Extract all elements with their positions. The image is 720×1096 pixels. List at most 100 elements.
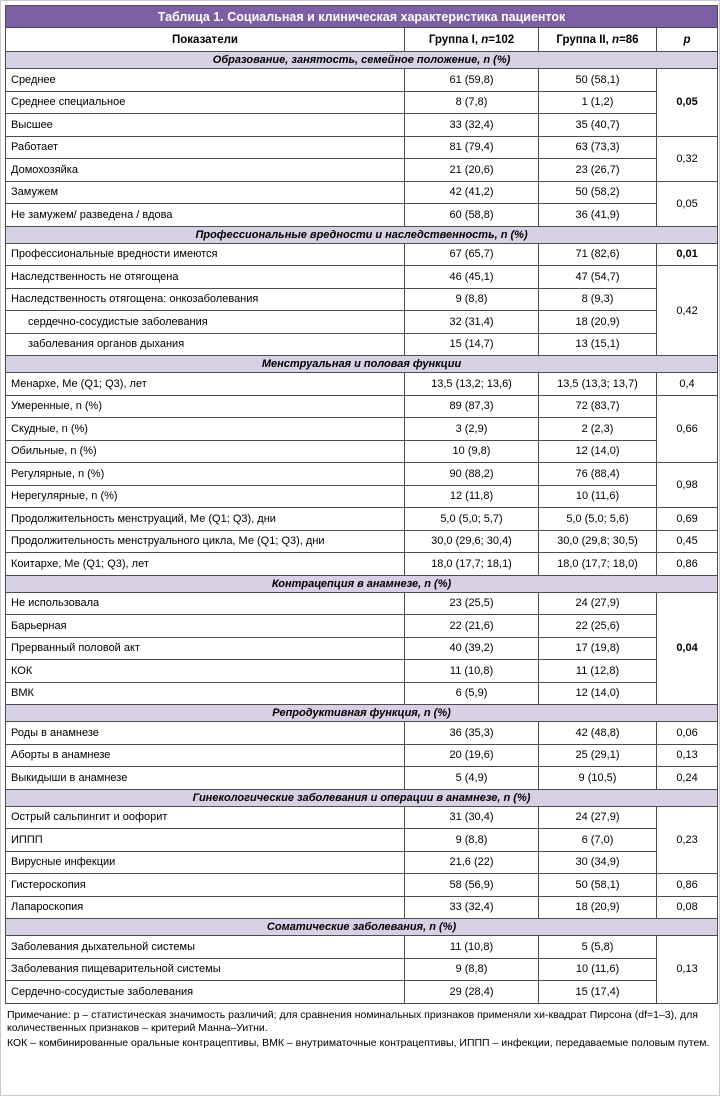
- group1-prefix: Группа I,: [428, 33, 482, 46]
- row-label: Вирусные инфекции: [5, 850, 405, 874]
- p-value: 0,45: [655, 529, 719, 553]
- group2-value: 10 (11,6): [538, 957, 657, 981]
- row-label: Обильные, n (%): [5, 439, 405, 463]
- table-row: Нерегулярные, n (%) 12 (11,8) 10 (11,6): [5, 484, 718, 508]
- group2-value: 9 (10,5): [538, 766, 657, 790]
- group1-value: 22 (21,6): [404, 614, 539, 638]
- group1-value: 60 (58,8): [404, 203, 539, 227]
- p-value: 0,98: [655, 462, 719, 508]
- row-label: ИППП: [5, 828, 405, 852]
- group1-value: 29 (28,4): [404, 980, 539, 1004]
- row-label: Продолжительность менструального цикла, …: [5, 529, 405, 553]
- table-title: Таблица 1. Социальная и клиническая хара…: [4, 5, 719, 28]
- row-label: Наследственность не отягощена: [5, 265, 405, 289]
- p-value: 0,69: [655, 507, 719, 531]
- patient-characteristics-table: Таблица 1. Социальная и клиническая хара…: [4, 5, 719, 1004]
- group1-value: 9 (8,8): [404, 828, 539, 852]
- table-row: Барьерная 22 (21,6) 22 (25,6): [5, 614, 718, 638]
- row-label: Среднее специальное: [5, 90, 405, 114]
- section-header: Репродуктивная функция, n (%): [4, 704, 719, 722]
- table-row: Лапароскопия 33 (32,4) 18 (20,9) 0,08: [5, 895, 719, 919]
- table-row: Обильные, n (%) 10 (9,8) 12 (14,0): [5, 439, 718, 463]
- p-value: 0,86: [655, 552, 719, 576]
- row-label: Среднее: [5, 68, 405, 92]
- group2-value: 12 (14,0): [538, 681, 657, 705]
- section-header: Менструальная и половая функции: [4, 355, 719, 373]
- group2-value: 5,0 (5,0; 5,6): [538, 507, 657, 531]
- group1-value: 9 (8,8): [404, 957, 539, 981]
- table-row: ВМК 6 (5,9) 12 (14,0): [5, 681, 718, 705]
- group2-value: 50 (58,1): [538, 873, 657, 897]
- table-row: Вирусные инфекции 21,6 (22) 30 (34,9): [5, 850, 718, 874]
- table-row: Аборты в анамнезе 20 (19,6) 25 (29,1) 0,13: [5, 743, 719, 767]
- section-header-row: Менструальная и половая функции: [4, 355, 719, 373]
- p-value: 0,01: [655, 242, 719, 266]
- table-row: Скудные, n (%) 3 (2,9) 2 (2,3): [5, 417, 718, 441]
- group1-value: 67 (65,7): [404, 242, 539, 266]
- row-label: заболевания органов дыхания: [5, 332, 405, 356]
- row-label: Менархе, Ме (Q1; Q3), лет: [5, 372, 405, 396]
- table-row: Роды в анамнезе 36 (35,3) 42 (48,8) 0,06: [5, 721, 719, 745]
- group1-value: 30,0 (29,6; 30,4): [404, 529, 539, 553]
- section-header-row: Гинекологические заболевания и операции …: [4, 788, 719, 807]
- group1-value: 8 (7,8): [404, 90, 539, 114]
- group2-value: 10 (11,6): [538, 484, 657, 508]
- p-value: 0,04: [655, 591, 719, 705]
- group1-value: 33 (32,4): [404, 895, 539, 919]
- group2-value: 25 (29,1): [538, 743, 657, 767]
- group2-prefix: Группа II,: [556, 33, 613, 46]
- group2-value: 8 (9,3): [538, 287, 657, 311]
- section-header-row: Репродуктивная функция, n (%): [4, 704, 719, 722]
- p-value: 0,23: [655, 805, 719, 874]
- row-label: Высшее: [5, 113, 405, 137]
- row-label: Сердечно-сосудистые заболевания: [5, 980, 405, 1004]
- table-row: Наследственность отягощена: онкозаболева…: [5, 287, 718, 311]
- group2-value: 17 (19,8): [538, 636, 657, 660]
- row-label: Коитархе, Ме (Q1; Q3), лет: [5, 552, 405, 576]
- section-header: Образование, занятость, семейное положен…: [4, 51, 719, 69]
- group2-value: 30 (34,9): [538, 850, 657, 874]
- group2-value: 30,0 (29,8; 30,5): [538, 529, 657, 553]
- table-row: Гистероскопия 58 (56,9) 50 (58,1) 0,86: [5, 873, 719, 897]
- p-value: 0,05: [655, 180, 719, 227]
- row-label: Прерванный половой акт: [5, 636, 405, 660]
- row-label: сердечно-сосудистые заболевания: [5, 310, 405, 334]
- group1-value: 18,0 (17,7; 18,1): [404, 552, 539, 576]
- section-header: Соматические заболевания, n (%): [4, 918, 719, 936]
- group1-value: 21 (20,6): [404, 158, 539, 182]
- table-row: Высшее 33 (32,4) 35 (40,7): [5, 113, 718, 137]
- group2-value: 36 (41,9): [538, 203, 657, 227]
- footnote-line-2: КОК – комбинированные оральные контрацеп…: [7, 1037, 710, 1050]
- row-label: Работает: [5, 135, 405, 159]
- table-row: Работает 81 (79,4) 63 (73,3) 0,32: [5, 135, 719, 182]
- group1-value: 89 (87,3): [404, 394, 539, 418]
- group1-value: 12 (11,8): [404, 484, 539, 508]
- group1-value: 81 (79,4): [404, 135, 539, 159]
- row-label: Роды в анамнезе: [5, 721, 405, 745]
- group1-value: 6 (5,9): [404, 681, 539, 705]
- column-header-row: Показатели Группа I, n=102 Группа II, n=…: [5, 27, 719, 52]
- p-value: 0,13: [655, 935, 719, 1004]
- row-label: Барьерная: [5, 614, 405, 638]
- row-label: Скудные, n (%): [5, 417, 405, 441]
- table-row: Продолжительность менструального цикла, …: [5, 529, 719, 553]
- group2-value: 23 (26,7): [538, 158, 657, 182]
- row-label: Заболевания дыхательной системы: [5, 935, 405, 959]
- section-header-row: Профессиональные вредности и наследствен…: [4, 225, 719, 244]
- group2-value: 72 (83,7): [538, 394, 657, 418]
- group1-count: =102: [488, 33, 515, 46]
- group2-value: 35 (40,7): [538, 113, 657, 137]
- p-value: 0,05: [655, 68, 719, 137]
- group2-value: 18,0 (17,7; 18,0): [538, 552, 657, 576]
- p-value: 0,42: [655, 265, 719, 356]
- section-header-row: Соматические заболевания, n (%): [4, 918, 719, 936]
- table-row: Заболевания дыхательной системы 11 (10,8)…: [5, 935, 719, 1004]
- section-header: Контрацепция в анамнезе, n (%): [4, 574, 719, 593]
- table-row: Домохозяйка 21 (20,6) 23 (26,7): [5, 158, 718, 182]
- row-label: Умеренные, n (%): [5, 394, 405, 418]
- row-label: Наследственность отягощена: онкозаболева…: [5, 287, 405, 311]
- group2-value: 15 (17,4): [538, 980, 657, 1004]
- table-row: Прерванный половой акт 40 (39,2) 17 (19,8): [5, 636, 718, 660]
- group2-value: 24 (27,9): [538, 591, 657, 615]
